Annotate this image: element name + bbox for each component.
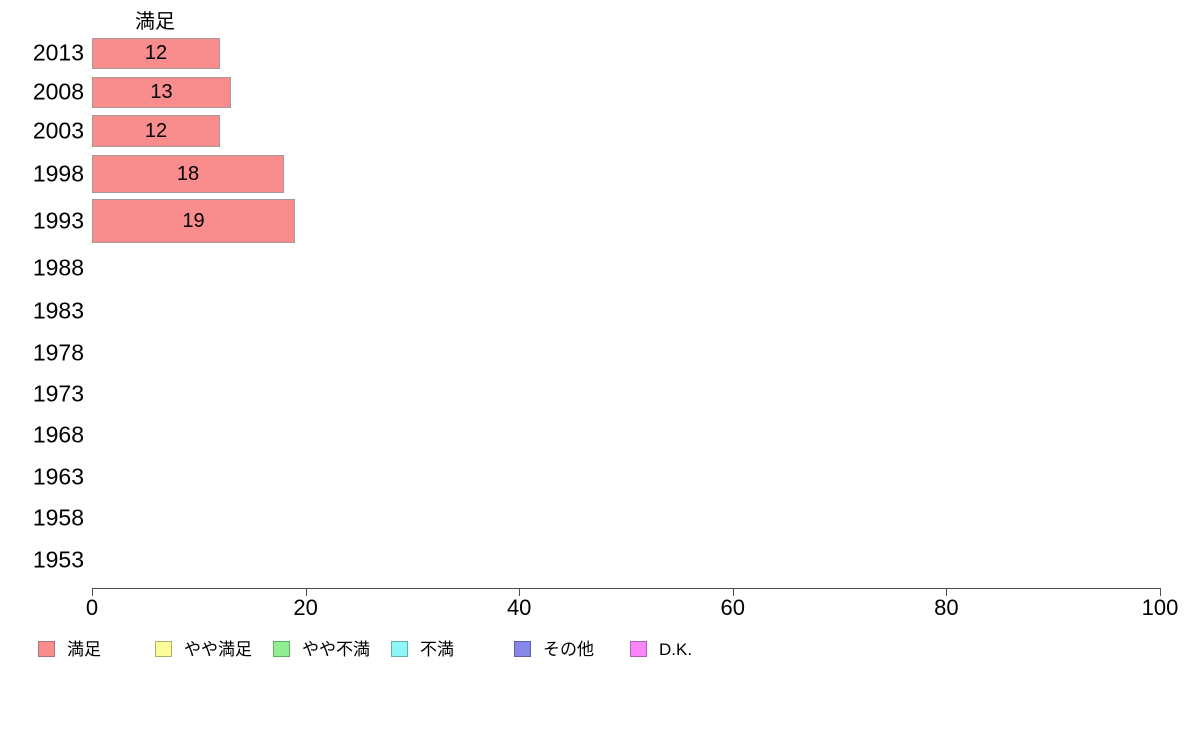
y-axis-category-label: 1958 (32, 504, 84, 531)
bar-segment: 19 (92, 199, 295, 243)
legend-item: やや不満 (273, 640, 370, 658)
x-axis-tick-mark (519, 588, 521, 596)
chart-title: 満足 (135, 11, 175, 33)
y-axis-category-label: 2008 (32, 78, 84, 105)
x-axis-tick-label: 40 (506, 595, 532, 620)
legend-label: 不満 (420, 639, 454, 659)
bar-value-label: 13 (150, 81, 173, 103)
y-axis-category-label: 1963 (32, 463, 84, 490)
bar-segment: 18 (92, 155, 284, 193)
x-axis-tick-label: 100 (1141, 595, 1179, 620)
legend-color-swatch (155, 641, 172, 657)
legend-label: その他 (543, 639, 594, 659)
x-axis-tick-label: 80 (934, 595, 959, 620)
y-axis-category-label: 1998 (32, 160, 84, 187)
legend-color-swatch (391, 641, 408, 657)
x-axis-line (92, 588, 1161, 589)
x-axis-tick-mark (1160, 588, 1161, 596)
y-axis-category-label: 1973 (32, 380, 84, 407)
y-axis-category-label: 2013 (32, 39, 84, 66)
y-axis-category-label: 1983 (32, 297, 84, 324)
bar-value-label: 18 (176, 163, 200, 185)
bar-value-label: 19 (182, 210, 205, 232)
x-axis-tick-label: 20 (293, 595, 318, 620)
bar-segment: 12 (92, 115, 220, 147)
y-axis-category-label: 1978 (32, 339, 84, 366)
legend-item: 不満 (391, 640, 454, 658)
y-axis-category-label: 2003 (32, 117, 84, 144)
bar-segment: 12 (92, 37, 220, 69)
x-axis-tick-label: 60 (720, 595, 746, 620)
legend-item: やや満足 (155, 640, 252, 658)
legend-color-swatch (630, 641, 647, 657)
x-axis-tick-mark (305, 588, 307, 596)
legend-label: やや不満 (302, 639, 370, 659)
legend-color-swatch (273, 641, 290, 657)
y-axis-category-label: 1988 (32, 254, 84, 281)
x-axis-tick-label: 0 (85, 595, 99, 620)
y-axis-category-label: 1953 (32, 546, 84, 573)
legend-item: その他 (514, 640, 594, 658)
legend-label: 満足 (67, 639, 101, 659)
legend-item: D.K. (630, 640, 692, 658)
legend-label: D.K. (659, 639, 693, 659)
legend-color-swatch (514, 641, 531, 657)
bar-segment: 13 (92, 76, 231, 108)
y-axis-category-label: 1968 (32, 421, 84, 448)
y-axis-category-label: 1993 (32, 207, 84, 234)
bar-value-label: 12 (144, 42, 168, 64)
bar-value-label: 12 (144, 120, 168, 142)
legend-color-swatch (38, 641, 55, 657)
x-axis-tick-mark (92, 588, 93, 596)
legend-item: 満足 (38, 640, 101, 658)
x-axis-tick-mark (946, 588, 948, 596)
x-axis-tick-mark (732, 588, 734, 596)
legend-label: やや満足 (184, 639, 252, 659)
